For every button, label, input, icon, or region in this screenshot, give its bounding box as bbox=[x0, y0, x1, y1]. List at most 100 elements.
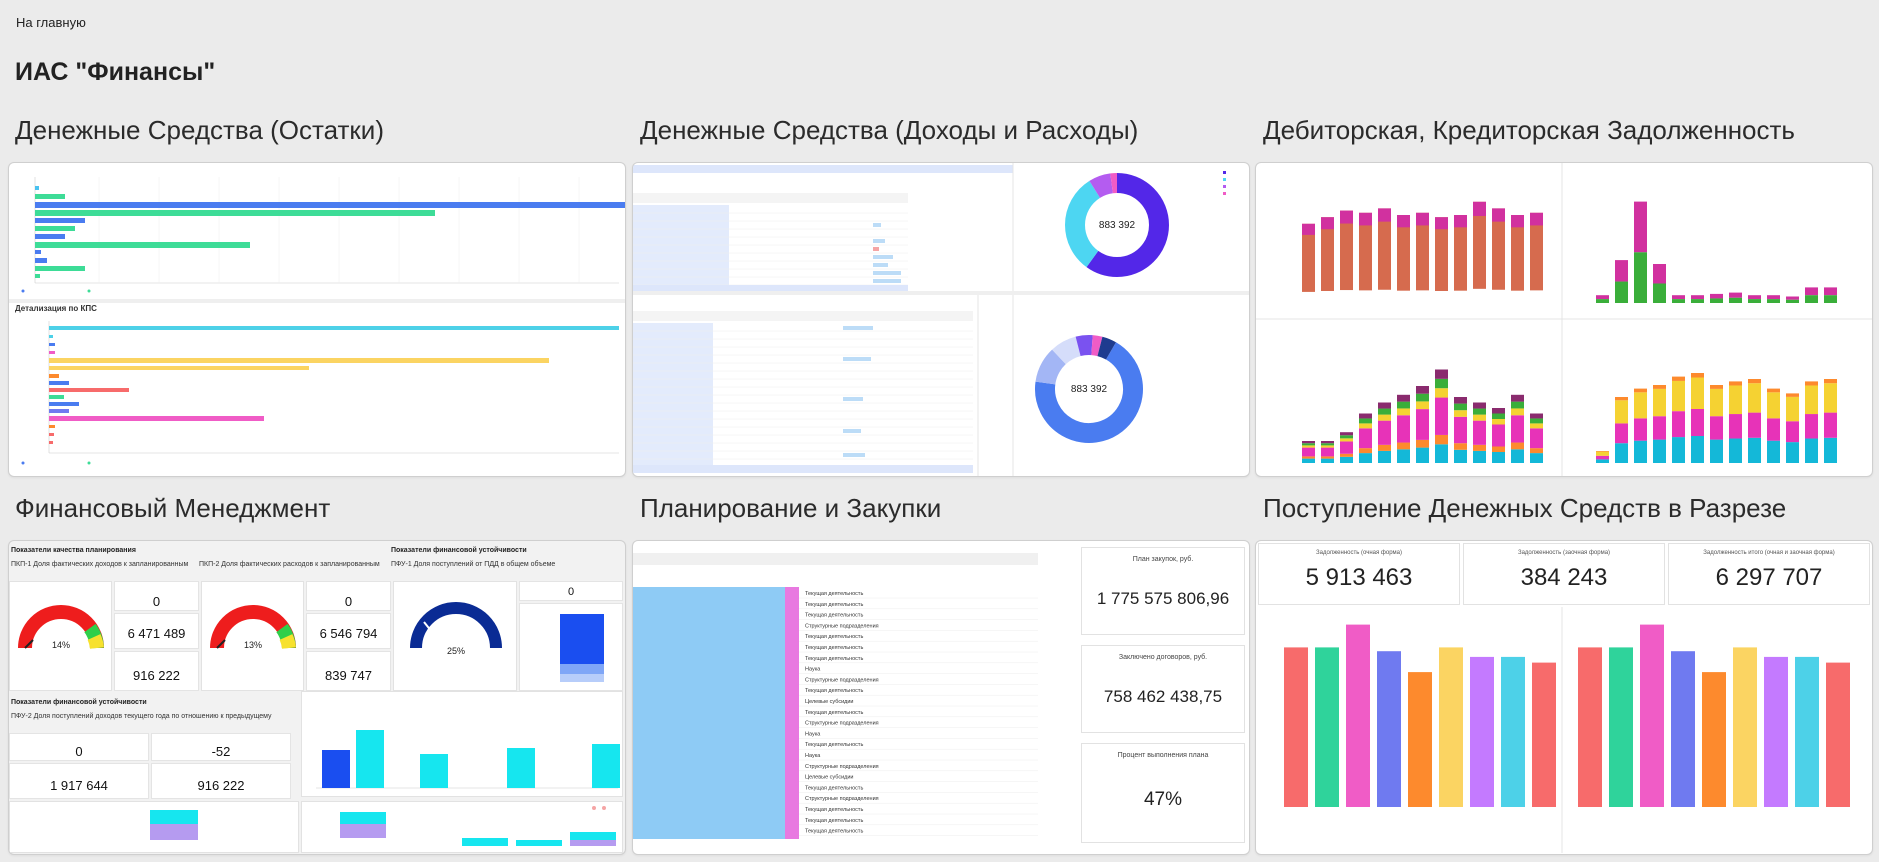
receivable-bar bbox=[1378, 208, 1391, 222]
debt-bar-segment bbox=[1710, 439, 1723, 463]
debt-bar-segment bbox=[1397, 415, 1410, 443]
planning-row-type: Текущая деятельность bbox=[805, 785, 863, 791]
debt-bar-segment bbox=[1691, 373, 1704, 378]
receivable-bar bbox=[1492, 208, 1505, 222]
debt-bar-segment bbox=[1653, 388, 1666, 417]
receipts-bar bbox=[1315, 647, 1339, 807]
debt-bar-segment bbox=[1767, 418, 1780, 441]
debt-bar-segment bbox=[1321, 445, 1334, 448]
debt-bar-segment bbox=[1321, 443, 1334, 446]
receipts-bar bbox=[1377, 651, 1401, 807]
payable-bar bbox=[1615, 281, 1628, 303]
planning-row-type: Текущая деятельность bbox=[805, 645, 863, 651]
section-title-planning[interactable]: Планирование и Закупки bbox=[640, 493, 942, 523]
payable-bar bbox=[1786, 296, 1799, 300]
card-planning[interactable]: Текущая деятельность Текущая деятельность… bbox=[632, 540, 1250, 855]
stability-title-2: Показатели финансовой устойчивости bbox=[11, 699, 147, 706]
debt-bar-segment bbox=[1672, 380, 1685, 412]
section-title-cash-balances[interactable]: Денежные Средства (Остатки) bbox=[15, 115, 384, 145]
receipts-bar bbox=[1532, 662, 1556, 807]
donut-top-legend bbox=[1223, 171, 1226, 195]
debt-bar-segment bbox=[1492, 446, 1505, 452]
section-title-receivables[interactable]: Дебиторская, Кредиторская Задолженность bbox=[1263, 115, 1795, 145]
section-title-fin-management[interactable]: Финансовый Менеджмент bbox=[15, 493, 331, 523]
debt-bar-segment bbox=[1729, 381, 1742, 386]
payable-bar bbox=[1691, 295, 1704, 300]
debt-bar-segment bbox=[1492, 408, 1505, 414]
receivable-bar bbox=[1359, 212, 1372, 226]
debt-bar-segment bbox=[1454, 443, 1467, 450]
debt-bar-segment bbox=[1378, 420, 1391, 445]
debt-bar-segment bbox=[1824, 383, 1837, 413]
debt-bar-segment bbox=[1691, 377, 1704, 409]
debt-bar-segment bbox=[1302, 458, 1315, 463]
gauge-panel-1: 14% bbox=[9, 581, 112, 691]
fm-stacked-right bbox=[340, 806, 616, 846]
receivable-bar bbox=[1340, 210, 1353, 291]
kpi-tile-1: 0 bbox=[114, 581, 199, 611]
debt-bar-segment bbox=[1824, 437, 1837, 463]
donut-bottom: 883 392 bbox=[1035, 335, 1143, 443]
card-receipts[interactable]: Задолженность (очная форма) 5 913 463 За… bbox=[1255, 540, 1873, 855]
debt-bar-segment bbox=[1302, 445, 1315, 448]
card-cash-balances[interactable]: Детализация по КПС bbox=[8, 162, 626, 477]
donut-top-value: 883 392 bbox=[1099, 220, 1136, 231]
kpi-bar-chart bbox=[560, 614, 604, 682]
payable-bar bbox=[1672, 295, 1685, 300]
payable-bar bbox=[1710, 298, 1723, 303]
debt-bar-segment bbox=[1786, 396, 1799, 422]
donut-bottom-value: 883 392 bbox=[1071, 384, 1108, 395]
receivable-bar bbox=[1359, 212, 1372, 291]
debt-bar-segment bbox=[1397, 442, 1410, 450]
debt-bar-segment bbox=[1473, 402, 1486, 409]
debt-bar-segment bbox=[1454, 416, 1467, 444]
debt-bar-segment bbox=[1767, 392, 1780, 419]
debt-bar-segment bbox=[1672, 437, 1685, 463]
debt-bar-segment bbox=[1634, 388, 1647, 393]
receipts-bar bbox=[1795, 656, 1819, 807]
debt-bar-segment bbox=[1473, 450, 1486, 463]
balances-chart-top bbox=[21, 177, 625, 293]
receivable-bar bbox=[1416, 212, 1429, 226]
card-income-expense[interactable]: 883 392 883 392 bbox=[632, 162, 1250, 477]
fm-bar-chart-panel bbox=[301, 691, 623, 797]
payable-bar bbox=[1729, 292, 1742, 298]
pkp2-label: ПКП-2 Доля фактических расходов к заплан… bbox=[199, 561, 380, 568]
debt-bar-segment bbox=[1473, 414, 1486, 421]
debt-bar-segment bbox=[1710, 416, 1723, 440]
card-receivables[interactable] bbox=[1255, 162, 1873, 477]
planning-row-type: Целевые субсидии bbox=[805, 699, 854, 705]
debt-bar-segment bbox=[1416, 386, 1429, 394]
kpi-tile-8: 0 bbox=[9, 733, 149, 761]
debt-bar-segment bbox=[1786, 421, 1799, 443]
debt-bar-segment bbox=[1397, 408, 1410, 416]
receivable-bar bbox=[1435, 217, 1448, 291]
debt-bar-segment bbox=[1530, 423, 1543, 429]
home-link[interactable]: На главную bbox=[16, 15, 86, 30]
receivable-bar bbox=[1416, 212, 1429, 291]
debt-bar-segment bbox=[1710, 388, 1723, 417]
card-fin-management[interactable]: Показатели качества планирования ПКП-1 Д… bbox=[8, 540, 626, 855]
debt-bar-segment bbox=[1530, 453, 1543, 463]
debt-bar-segment bbox=[1416, 401, 1429, 410]
payable-bar bbox=[1653, 264, 1666, 284]
debt-bar-segment bbox=[1767, 440, 1780, 463]
payable-bar bbox=[1748, 299, 1761, 303]
receipts-bar bbox=[1640, 624, 1664, 807]
payable-bar bbox=[1596, 299, 1609, 303]
pfu1-label: ПФУ-1 Доля поступлений от ПДД в общем об… bbox=[391, 561, 556, 568]
receivable-bar bbox=[1378, 208, 1391, 290]
debt-bar-segment bbox=[1492, 413, 1505, 419]
income-table-bottom bbox=[633, 311, 973, 473]
receipts-bar bbox=[1346, 624, 1370, 807]
debt-bar-segment bbox=[1615, 400, 1628, 424]
debt-bar-segment bbox=[1302, 456, 1315, 459]
payable-bar bbox=[1824, 295, 1837, 303]
debt-bar-segment bbox=[1378, 414, 1391, 421]
receivable-bar bbox=[1530, 212, 1543, 291]
section-title-income-expense[interactable]: Денежные Средства (Доходы и Расходы) bbox=[640, 115, 1139, 145]
debt-bar-segment bbox=[1359, 448, 1372, 454]
pkp1-label: ПКП-1 Доля фактических доходов к заплани… bbox=[11, 561, 189, 568]
section-title-receipts[interactable]: Поступление Денежных Средств в Разрезе bbox=[1263, 493, 1787, 523]
payable-bar bbox=[1634, 252, 1647, 303]
